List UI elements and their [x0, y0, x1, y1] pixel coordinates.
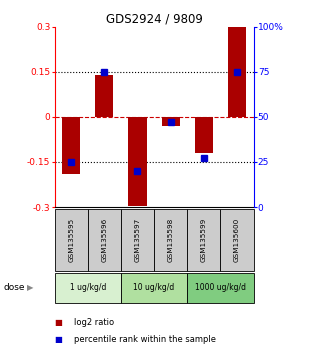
- Text: ■: ■: [55, 318, 63, 327]
- Bar: [62, 117, 80, 174]
- Bar: [228, 27, 246, 117]
- Text: 1000 ug/kg/d: 1000 ug/kg/d: [195, 283, 246, 292]
- Text: dose: dose: [3, 283, 25, 292]
- Bar: [221, 209, 254, 271]
- Text: GSM135597: GSM135597: [134, 218, 141, 262]
- Bar: [154, 209, 187, 271]
- Bar: [195, 117, 213, 153]
- Text: ▶: ▶: [27, 283, 34, 292]
- Bar: [128, 117, 147, 206]
- Text: log2 ratio: log2 ratio: [74, 318, 114, 327]
- Text: 1 ug/kg/d: 1 ug/kg/d: [70, 283, 106, 292]
- Bar: [121, 209, 154, 271]
- Text: GSM135600: GSM135600: [234, 218, 240, 262]
- Bar: [55, 273, 121, 303]
- Text: percentile rank within the sample: percentile rank within the sample: [74, 335, 216, 344]
- Text: GDS2924 / 9809: GDS2924 / 9809: [106, 12, 203, 25]
- Text: GSM135595: GSM135595: [68, 218, 74, 262]
- Text: GSM135599: GSM135599: [201, 218, 207, 262]
- Bar: [187, 273, 254, 303]
- Bar: [187, 209, 221, 271]
- Bar: [161, 117, 180, 126]
- Text: 10 ug/kg/d: 10 ug/kg/d: [134, 283, 175, 292]
- Bar: [121, 273, 187, 303]
- Text: ■: ■: [55, 335, 63, 344]
- Text: GSM135596: GSM135596: [101, 218, 107, 262]
- Bar: [95, 75, 113, 117]
- Bar: [88, 209, 121, 271]
- Bar: [55, 209, 88, 271]
- Text: GSM135598: GSM135598: [168, 218, 174, 262]
